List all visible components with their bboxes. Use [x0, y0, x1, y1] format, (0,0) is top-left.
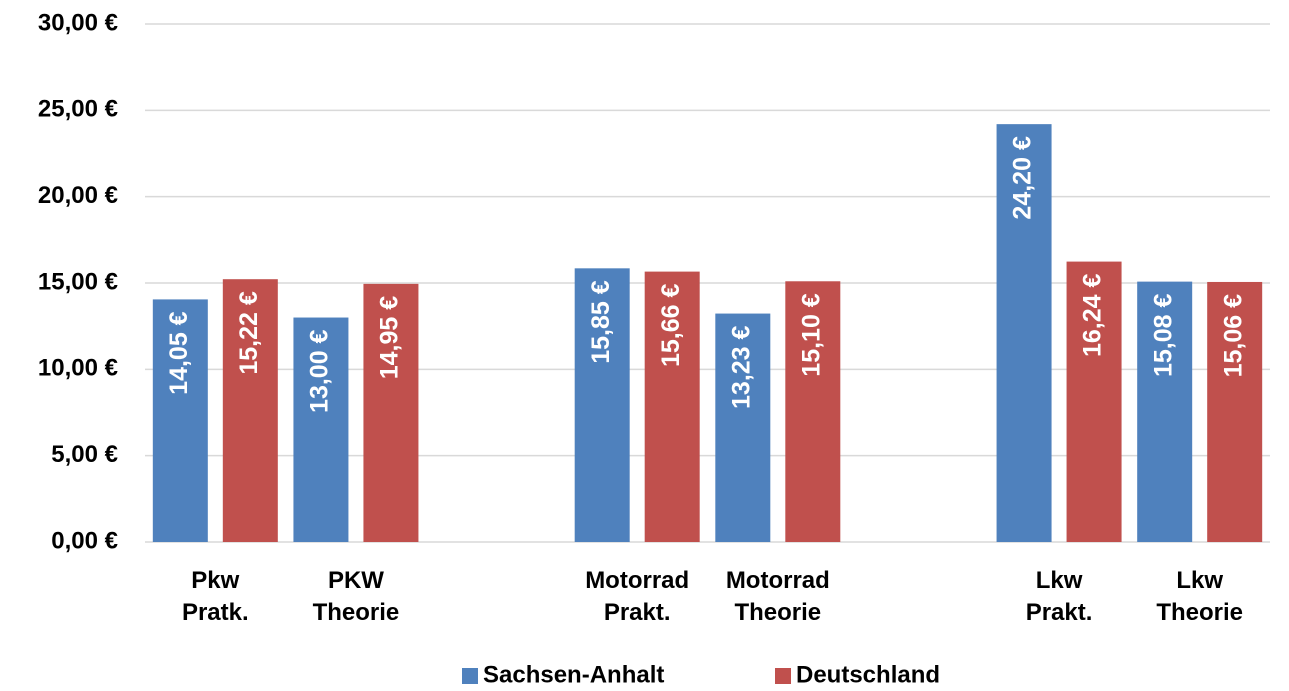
value-label: 15,22 € [235, 291, 263, 375]
value-label: 15,06 € [1219, 294, 1247, 378]
y-tick-label: 25,00 € [38, 96, 118, 123]
bar [574, 268, 630, 542]
x-tick-label: Motorrad Theorie [726, 567, 830, 626]
bar [293, 317, 349, 542]
bar [1207, 281, 1263, 542]
value-label: 13,00 € [306, 329, 334, 413]
value-label: 15,08 € [1149, 294, 1177, 378]
legend-swatch [775, 668, 791, 684]
bar [152, 299, 208, 542]
bar [644, 271, 700, 542]
x-tick-label: Lkw Prakt. [1026, 567, 1093, 626]
bar [222, 279, 278, 542]
y-tick-label: 20,00 € [38, 182, 118, 209]
x-tick-label: Lkw Theorie [1156, 567, 1243, 626]
value-label: 15,85 € [587, 280, 615, 364]
value-label: 24,20 € [1009, 136, 1037, 220]
y-tick-label: 5,00 € [51, 441, 118, 468]
value-label: 14,95 € [376, 296, 404, 380]
bar [785, 281, 841, 542]
bar [715, 313, 771, 542]
x-tick-label: PKW Theorie [313, 567, 400, 626]
y-tick-label: 30,00 € [38, 9, 118, 36]
legend-swatch [462, 668, 478, 684]
y-tick-label: 0,00 € [51, 527, 118, 554]
x-tick-label: Motorrad Prakt. [585, 567, 689, 626]
value-label: 14,05 € [165, 311, 193, 395]
y-tick-label: 10,00 € [38, 355, 118, 382]
value-label: 15,10 € [797, 293, 825, 377]
y-tick-label: 15,00 € [38, 268, 118, 295]
bar [363, 283, 419, 542]
x-tick-label: Pkw Pratk. [182, 567, 249, 626]
value-label: 13,23 € [727, 325, 755, 409]
value-label: 15,66 € [657, 284, 685, 368]
legend-label: Sachsen-Anhalt [483, 661, 664, 688]
value-label: 16,24 € [1079, 274, 1107, 358]
bar [1066, 261, 1122, 542]
bar [996, 124, 1052, 542]
legend-label: Deutschland [796, 661, 940, 688]
bar [1137, 281, 1193, 542]
